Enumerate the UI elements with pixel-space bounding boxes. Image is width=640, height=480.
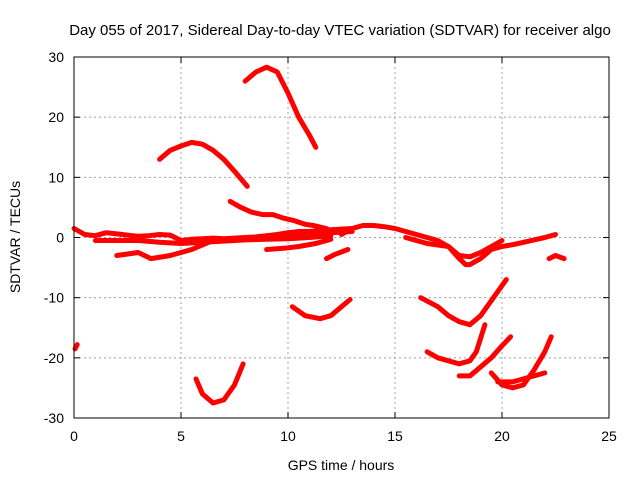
y-tick-label: 0 [56, 230, 64, 246]
y-tick-label: -30 [44, 410, 64, 426]
series-track-11 [403, 235, 505, 260]
y-tick-label: -10 [44, 290, 64, 306]
series-track-12 [546, 253, 567, 262]
y-axis-label: SDTVAR / TECUs [7, 181, 23, 293]
series-track-16 [456, 334, 514, 379]
series-track-6 [227, 198, 334, 234]
series-track-4 [157, 139, 250, 189]
y-tick-label: 10 [48, 169, 64, 185]
x-tick-label: 5 [177, 428, 185, 444]
x-tick-label: 25 [601, 428, 617, 444]
series-track-17 [488, 334, 554, 391]
grid [74, 57, 609, 418]
y-tick-label: 20 [48, 109, 64, 125]
x-tick-label: 10 [280, 428, 296, 444]
y-tick-label: 30 [48, 49, 64, 65]
series-track-20 [72, 342, 80, 352]
series-track-3 [114, 238, 216, 262]
data-series [71, 64, 567, 406]
series-track-5 [242, 64, 319, 150]
x-tick-label: 0 [70, 428, 78, 444]
x-axis-label: GPS time / hours [288, 457, 395, 473]
axis-ticks: 0 5 10 15 20 25 -30 -20 -10 0 10 20 30 [44, 49, 617, 444]
series-track-19 [193, 361, 246, 406]
series-track-13 [289, 297, 353, 322]
x-tick-label: 20 [494, 428, 510, 444]
series-track-8 [270, 229, 355, 240]
chart-title: Day 055 of 2017, Sidereal Day-to-day VTE… [69, 22, 611, 39]
series-track-15 [424, 322, 488, 367]
series-track-9 [324, 247, 351, 262]
y-tick-label: -20 [44, 350, 64, 366]
series-track-18 [495, 370, 548, 385]
series-track-14 [418, 277, 509, 328]
x-tick-label: 15 [387, 428, 403, 444]
series-track-7 [264, 236, 334, 252]
